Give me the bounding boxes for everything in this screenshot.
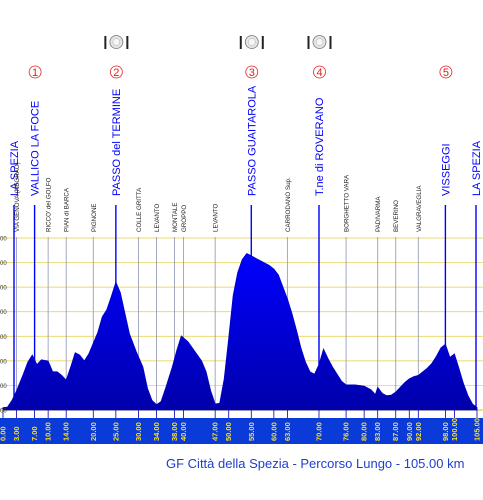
climb-marker-circle xyxy=(245,65,259,79)
knife-shape xyxy=(329,36,332,49)
y-tick-label: 00 xyxy=(0,409,7,415)
place-label: VIA GENOVA (NEGRAO) xyxy=(14,162,21,232)
x-tick-label: 98.00 xyxy=(441,422,450,441)
place-label: MONTALE xyxy=(172,203,179,232)
x-tick-label: 20.00 xyxy=(89,422,98,441)
place-label: RICCO' del GOLFO xyxy=(46,177,53,232)
x-tick-label: 38.00 xyxy=(170,422,179,441)
climb-marker-circle xyxy=(313,65,326,79)
place-label: VISSEGGI xyxy=(440,143,452,196)
place-label: LEVANTO xyxy=(213,204,220,232)
place-label: BEVERINO xyxy=(393,200,400,232)
place-label: LEVANTO xyxy=(154,204,161,232)
place-label: CARRODANO Sup. xyxy=(285,177,292,232)
place-label: VALGRAVEGLIA xyxy=(416,185,423,232)
plate-inner-shape xyxy=(315,38,324,46)
place-label: LA SPEZIA xyxy=(9,140,21,196)
plate-inner-shape xyxy=(112,38,121,46)
fork-shape xyxy=(104,36,107,49)
place-label: PASSO GUAITAROLA xyxy=(246,85,258,196)
x-tick-label: 80.00 xyxy=(360,422,369,441)
x-tick-label: 90.00 xyxy=(405,422,414,441)
place-label: PADIVARMA xyxy=(375,196,382,232)
climb-marker-circle xyxy=(28,65,42,79)
feed-zone-icons xyxy=(104,35,332,49)
y-tick-label: 00 xyxy=(0,335,7,341)
climb-number: 3 xyxy=(249,67,255,79)
y-tick-label: 00 xyxy=(0,384,7,390)
x-tick-label: 63.00 xyxy=(283,422,292,441)
y-tick-label: 00 xyxy=(0,359,7,365)
place-label: T.ne di ROVERANO xyxy=(314,97,326,196)
x-tick-label: 34.00 xyxy=(152,422,161,441)
x-tick-label: 76.00 xyxy=(342,422,351,441)
x-axis-band xyxy=(0,418,483,444)
x-tick-label: 87.00 xyxy=(391,422,400,441)
climb-number: 1 xyxy=(32,67,38,79)
fork-plate-knife-icon xyxy=(239,35,264,49)
x-tick-label: 7.00 xyxy=(30,426,39,441)
place-label: COLLE GRITTA xyxy=(136,187,143,232)
y-axis-ticks: 00 00 00 00 00 00 00 00 xyxy=(0,237,7,415)
x-tick-label: 105.00 xyxy=(473,418,482,441)
elevation-area xyxy=(2,252,478,411)
x-tick-label: 40.00 xyxy=(179,422,188,441)
x-tick-label: 50.00 xyxy=(224,422,233,441)
place-label: LA SPEZIA xyxy=(471,140,483,196)
place-label: GROPPO xyxy=(181,205,188,232)
x-tick-label: 10.00 xyxy=(44,422,53,441)
y-tick-label: 00 xyxy=(0,261,7,267)
climb-number: 4 xyxy=(316,67,322,79)
x-tick-label: 30.00 xyxy=(134,422,143,441)
fork-shape xyxy=(307,36,310,49)
climb-marker-circle xyxy=(439,65,453,79)
x-axis-ticks: 0.00 3.00 7.00 10.00 14.00 20.00 25.00 30.00 34.… xyxy=(0,410,482,441)
x-tick-label: 14.00 xyxy=(62,422,71,441)
y-tick-label: 00 xyxy=(0,237,7,243)
x-tick-label: 100.00 xyxy=(450,418,459,441)
x-tick-label: 25.00 xyxy=(111,422,120,441)
place-label: VALLICO LA FOCE xyxy=(30,101,42,196)
x-tick-label: 55.00 xyxy=(247,422,256,441)
place-label: PASSO del TERMINE xyxy=(111,89,123,196)
chart-title: GF Città della Spezia - Percorso Lungo -… xyxy=(166,456,465,471)
fork-plate-knife-icon xyxy=(307,35,332,49)
x-tick-label: 70.00 xyxy=(315,422,324,441)
fork-shape xyxy=(239,36,242,49)
plate-inner-shape xyxy=(248,38,256,46)
place-label: PIAN di BARCA xyxy=(64,187,71,232)
fork-plate-knife-icon xyxy=(104,35,129,49)
x-tick-label: 92.00 xyxy=(414,422,423,441)
climb-number: 2 xyxy=(113,67,119,79)
x-tick-label: 0.00 xyxy=(0,426,8,441)
y-tick-label: 00 xyxy=(0,286,7,292)
place-label: BORGHETTO VARA xyxy=(344,174,351,232)
place-label: PIGNONE xyxy=(91,203,98,232)
x-tick-label: 83.00 xyxy=(373,422,382,441)
x-tick-label: 60.00 xyxy=(269,422,278,441)
knife-shape xyxy=(126,36,129,49)
climb-markers: 1 2 3 4 5 xyxy=(28,65,453,79)
x-tick-label: 3.00 xyxy=(12,426,21,441)
y-tick-label: 00 xyxy=(0,310,7,316)
climb-number: 5 xyxy=(443,67,449,79)
climb-marker-circle xyxy=(109,65,123,79)
knife-shape xyxy=(261,36,264,49)
x-tick-label: 47.00 xyxy=(211,422,220,441)
